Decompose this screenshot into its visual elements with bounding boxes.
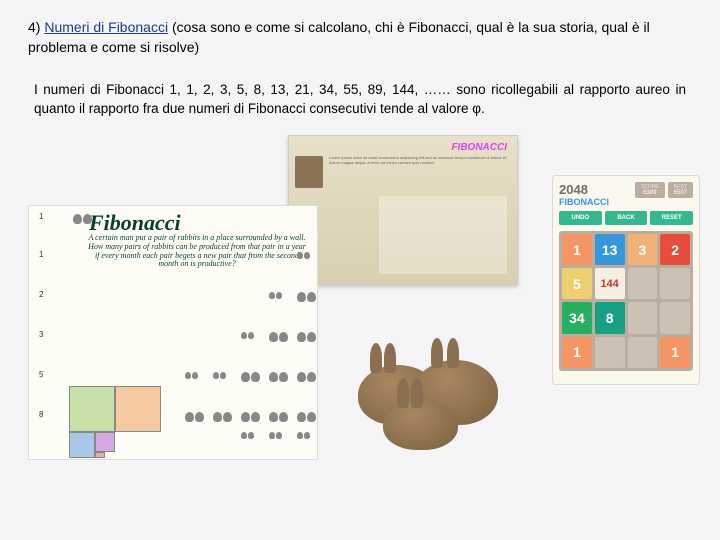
rabbit-pair-icon (241, 332, 255, 340)
rabbit-pair-icon (269, 372, 289, 384)
rabbit-pair-icon (241, 412, 261, 424)
rabbit-pair-icon (213, 412, 233, 424)
rabbit-pair-icon (297, 252, 311, 260)
heading-prefix: 4) (28, 19, 44, 35)
rabbit-pair-icon (185, 412, 205, 424)
fibonacci-poster-photo: FIBONACCI Lorem ipsum dolor sit amet con… (288, 135, 518, 285)
rabbit-pair-icon (269, 432, 283, 440)
rabbit-pair-icon (297, 292, 317, 304)
game-buttons: UNDO BACK RESET (559, 211, 693, 225)
rabbit-pair-icon (269, 332, 289, 344)
rabbit-pair-icon (213, 372, 227, 380)
axis-label: 2 (39, 290, 71, 299)
section-heading: 4) Numeri di Fibonacci (cosa sono e come… (28, 18, 692, 57)
rabbit-image (383, 400, 458, 450)
rabbit-pair-icon (297, 412, 317, 424)
fibonacci-2048-game: 2048 FIBONACCI SCORE 6389 BEST 6507 UNDO… (552, 175, 700, 385)
game-tile: 34 (562, 302, 592, 333)
body-paragraph: I numeri di Fibonacci 1, 1, 2, 3, 5, 8, … (28, 81, 692, 119)
score-value: 6389 (641, 190, 659, 196)
game-header: 2048 FIBONACCI SCORE 6389 BEST 6507 (559, 182, 693, 207)
game-logo: 2048 FIBONACCI (559, 182, 609, 207)
game-tile: 1 (660, 337, 690, 368)
rabbit-pair-icon (241, 372, 261, 384)
golden-square (69, 432, 95, 458)
rabbit-pair-icon (241, 432, 255, 440)
best-value: 6507 (674, 190, 687, 196)
axis-label: 5 (39, 370, 71, 379)
undo-button[interactable]: UNDO (559, 211, 602, 225)
rabbit-pair-icon (297, 432, 311, 440)
game-tile: 13 (595, 234, 625, 265)
game-tile (628, 268, 658, 299)
heading-link: Numeri di Fibonacci (44, 19, 168, 35)
rabbits-photo (328, 335, 518, 455)
axis-label: 1 (39, 212, 71, 221)
rabbit-pair-icon (297, 332, 317, 344)
poster-chart (379, 196, 507, 274)
game-tile (595, 337, 625, 368)
game-tile: 1 (562, 234, 592, 265)
fibonacci-rabbit-diagram: Fibonacci A certain man put a pair of ra… (28, 205, 318, 460)
game-tile (660, 302, 690, 333)
images-area: FIBONACCI Lorem ipsum dolor sit amet con… (28, 135, 692, 475)
game-tile: 5 (562, 268, 592, 299)
game-tile (628, 337, 658, 368)
game-logo-fibonacci: FIBONACCI (559, 197, 609, 207)
golden-square (95, 432, 115, 452)
game-grid[interactable]: 11332514434811 (559, 231, 693, 371)
axis-label: 8 (39, 410, 71, 419)
game-tile: 3 (628, 234, 658, 265)
reset-button[interactable]: RESET (650, 211, 693, 225)
game-tile: 2 (660, 234, 690, 265)
golden-square (95, 452, 105, 458)
axis-label: 3 (39, 330, 71, 339)
rabbit-pair-icon (73, 214, 93, 226)
diagram-description: A certain man put a pair of rabbits in a… (87, 234, 307, 269)
score-box: SCORE 6389 (635, 182, 665, 198)
rabbit-pair-icon (269, 412, 289, 424)
rabbit-pair-icon (185, 372, 199, 380)
game-tile: 1 (562, 337, 592, 368)
game-tile (660, 268, 690, 299)
game-tile (628, 302, 658, 333)
poster-portrait (295, 156, 323, 188)
game-tile: 8 (595, 302, 625, 333)
rabbit-pair-icon (269, 292, 283, 300)
golden-square (69, 386, 115, 432)
best-box: BEST 6507 (668, 182, 693, 198)
rabbit-pair-icon (297, 372, 317, 384)
game-tile: 144 (595, 268, 625, 299)
back-button[interactable]: BACK (605, 211, 648, 225)
diagram-axis: 1 1 2 3 5 8 (39, 208, 71, 457)
axis-label: 1 (39, 250, 71, 259)
poster-text: Lorem ipsum dolor sit amet consectetur a… (329, 156, 509, 166)
poster-title: FIBONACCI (451, 142, 507, 153)
golden-square (115, 386, 161, 432)
game-logo-2048: 2048 (559, 182, 609, 197)
